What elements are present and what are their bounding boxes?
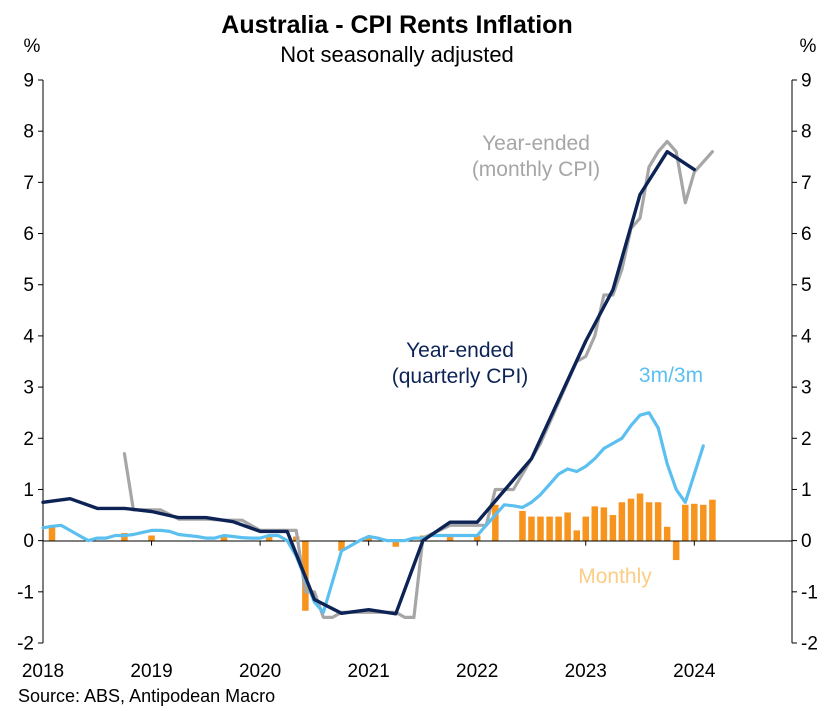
monthly-bar bbox=[537, 516, 544, 541]
annotation-monthly-ye-line1: Year-ended bbox=[482, 132, 590, 155]
monthly-bar bbox=[220, 536, 228, 541]
left-tick-label: 0 bbox=[23, 531, 34, 552]
monthly-bar bbox=[265, 536, 273, 541]
left-tick-label: 2 bbox=[23, 429, 34, 450]
monthly-bar bbox=[528, 516, 535, 541]
monthly-bar bbox=[663, 526, 671, 541]
left-tick-label: -2 bbox=[17, 634, 34, 655]
right-tick-label: 4 bbox=[801, 326, 812, 347]
x-tick-label: 2020 bbox=[239, 661, 281, 682]
right-tick-label: 0 bbox=[801, 531, 812, 552]
series-line-monthly-ye bbox=[122, 139, 715, 620]
right-tick-label: -2 bbox=[801, 634, 818, 655]
right-tick-label: 8 bbox=[801, 122, 812, 143]
x-tick-label: 2022 bbox=[456, 661, 498, 682]
monthly-bar bbox=[645, 502, 653, 541]
annotation-monthly-ye-line2: (monthly CPI) bbox=[472, 158, 600, 181]
chart-subtitle: Not seasonally adjusted bbox=[280, 42, 514, 67]
chart-title: Australia - CPI Rents Inflation bbox=[221, 11, 572, 39]
left-tick-label: 7 bbox=[23, 173, 34, 194]
monthly-bar bbox=[618, 502, 626, 541]
monthly-bar bbox=[555, 516, 562, 541]
monthly-bar bbox=[709, 499, 716, 541]
right-tick-label: 6 bbox=[801, 224, 812, 245]
annotation-quarterly-line1: Year-ended bbox=[406, 339, 514, 362]
monthly-bar bbox=[591, 506, 599, 541]
x-tick-label: 2018 bbox=[22, 661, 64, 682]
right-tick-label: 5 bbox=[801, 275, 812, 296]
monthly-bar bbox=[446, 535, 454, 541]
left-tick-label: 8 bbox=[23, 122, 34, 143]
monthly-bar bbox=[365, 536, 372, 541]
monthly-bar bbox=[546, 516, 553, 541]
monthly-bar bbox=[700, 504, 707, 541]
monthly-bar bbox=[473, 535, 481, 541]
monthly-bar bbox=[48, 526, 56, 541]
monthly-bar bbox=[148, 535, 155, 541]
monthly-bar bbox=[672, 540, 680, 561]
left-tick-label: 5 bbox=[23, 275, 34, 296]
monthly-bar bbox=[519, 510, 526, 541]
right-tick-label: 2 bbox=[801, 429, 812, 450]
right-tick-label: 9 bbox=[801, 71, 812, 92]
annotation-quarterly-line2: (quarterly CPI) bbox=[392, 365, 529, 388]
monthly-bar bbox=[691, 503, 698, 541]
series-line-three-m bbox=[41, 411, 705, 614]
right-tick-label: 1 bbox=[801, 480, 812, 501]
x-tick-label: 2019 bbox=[130, 661, 172, 682]
right-tick-label: -1 bbox=[801, 582, 818, 603]
monthly-bar bbox=[636, 493, 644, 541]
monthly-bar bbox=[654, 502, 662, 541]
right-axis-ticks: -2 -1 0 1 2 3 4 5 6 7 8 9 bbox=[792, 71, 818, 655]
series-lines bbox=[41, 139, 715, 620]
monthly-bar bbox=[338, 540, 345, 551]
source-note: Source: ABS, Antipodean Macro bbox=[18, 686, 275, 706]
monthly-bar bbox=[627, 498, 635, 541]
annotation-three-m: 3m/3m bbox=[639, 364, 703, 387]
monthly-bar bbox=[564, 512, 571, 541]
right-tick-label: 7 bbox=[801, 173, 812, 194]
left-axis-ticks: -2 -1 0 1 2 3 4 5 6 7 8 9 bbox=[17, 71, 43, 655]
monthly-bar bbox=[682, 504, 689, 541]
left-tick-label: 9 bbox=[23, 71, 34, 92]
left-tick-label: 4 bbox=[23, 326, 34, 347]
monthly-bar bbox=[573, 530, 581, 541]
x-tick-label: 2024 bbox=[673, 661, 716, 682]
left-tick-label: 3 bbox=[23, 378, 34, 399]
annotation-monthly: Monthly bbox=[578, 565, 652, 588]
monthly-bar bbox=[492, 504, 499, 541]
left-axis-unit: % bbox=[24, 36, 41, 57]
monthly-bar bbox=[582, 516, 590, 541]
x-tick-label: 2021 bbox=[348, 661, 390, 682]
series-line-quarterly bbox=[41, 149, 696, 616]
right-axis-unit: % bbox=[800, 36, 817, 57]
right-tick-label: 3 bbox=[801, 378, 812, 399]
monthly-bar bbox=[609, 515, 617, 541]
left-tick-label: 6 bbox=[23, 224, 34, 245]
monthly-bar bbox=[392, 540, 400, 547]
x-tick-label: 2023 bbox=[565, 661, 607, 682]
left-tick-label: 1 bbox=[23, 480, 34, 501]
x-axis-ticks: 2018 2019 2020 2021 2022 2023 2024 bbox=[22, 540, 716, 682]
left-tick-label: -1 bbox=[17, 582, 34, 603]
monthly-bar bbox=[600, 507, 608, 541]
